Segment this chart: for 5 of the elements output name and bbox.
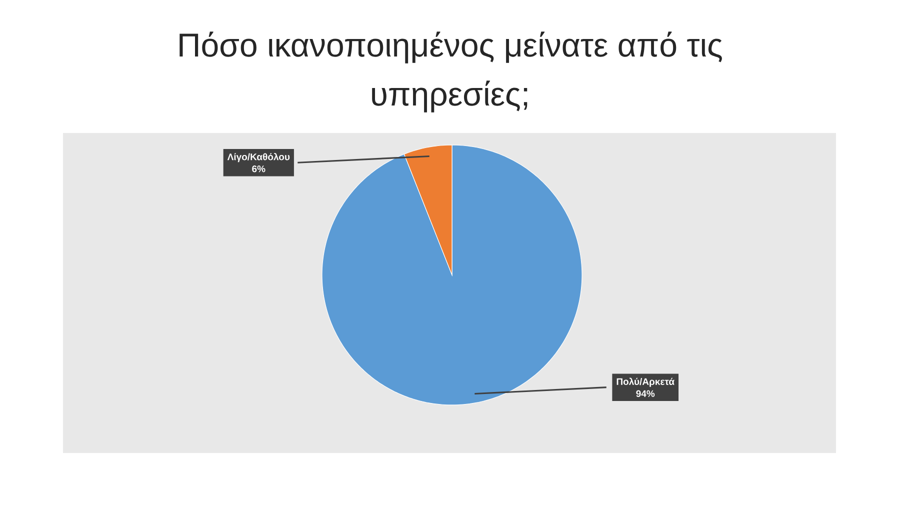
slice-label: Λίγο/Καθόλου (227, 153, 290, 162)
data-label: 94% (636, 390, 655, 397)
data-label: 6% (252, 166, 266, 172)
chart-title: Πόσο ικανοποιημένος μείνατε από τις υπηρεσίες; (180, 32, 722, 112)
slice-label: Πολύ/Αρκετά (616, 378, 674, 387)
